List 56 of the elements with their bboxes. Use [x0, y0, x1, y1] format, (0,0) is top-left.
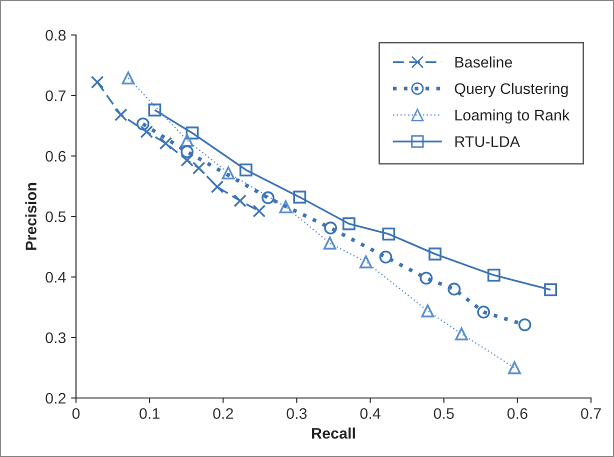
point — [140, 125, 154, 138]
x-tick-label: 0 — [72, 408, 80, 419]
point — [239, 163, 252, 176]
point — [544, 283, 557, 296]
point — [420, 272, 433, 285]
x-tick-label: 0.2 — [213, 408, 233, 419]
point — [122, 71, 135, 84]
point — [382, 228, 396, 241]
point — [487, 268, 500, 282]
y-tick-label: 0.5 — [46, 211, 66, 222]
point — [180, 145, 194, 158]
point — [421, 304, 434, 318]
point — [342, 217, 356, 230]
x-tick-label: 0.5 — [434, 408, 454, 419]
point — [455, 327, 468, 340]
y-tick-label: 0.7 — [46, 90, 66, 102]
point — [159, 136, 172, 150]
x-tick-label: 0.7 — [580, 408, 601, 419]
legend-label: Query Clustering — [454, 82, 568, 98]
y-tick-label: 0.8 — [46, 30, 66, 41]
y-tick-label: 0.2 — [46, 392, 66, 404]
point — [293, 190, 306, 204]
point — [90, 76, 104, 89]
x-tick-label: 0.6 — [507, 408, 528, 419]
point — [508, 361, 521, 374]
x-tick-label: 0.3 — [286, 408, 307, 419]
point — [210, 180, 224, 194]
point — [324, 222, 338, 234]
point — [279, 200, 292, 214]
legend-label: RTU-LDA — [455, 136, 520, 148]
point — [114, 108, 128, 122]
y-tick-label: 0.4 — [46, 272, 66, 283]
point — [180, 134, 194, 147]
point — [518, 318, 532, 332]
legend-label: Loaming to Rank — [455, 109, 570, 124]
point — [262, 191, 274, 204]
x-tick-label: 0.4 — [360, 408, 380, 419]
point — [477, 306, 490, 319]
point — [379, 250, 392, 264]
y-axis-title: Precision — [25, 183, 36, 250]
point — [448, 282, 461, 296]
y-tick-label: 0.3 — [46, 332, 66, 344]
x-axis-title: Recall — [312, 428, 355, 439]
point — [252, 204, 266, 218]
legend-label: Baseline — [455, 56, 512, 68]
point — [222, 166, 235, 180]
point — [148, 104, 162, 116]
point — [323, 236, 336, 250]
y-tick-label: 0.6 — [46, 150, 66, 162]
point — [186, 126, 199, 140]
point — [136, 117, 150, 130]
point — [192, 162, 206, 175]
point — [359, 255, 372, 268]
point — [428, 248, 442, 260]
point — [234, 194, 247, 208]
x-tick-label: 0.1 — [140, 408, 160, 419]
